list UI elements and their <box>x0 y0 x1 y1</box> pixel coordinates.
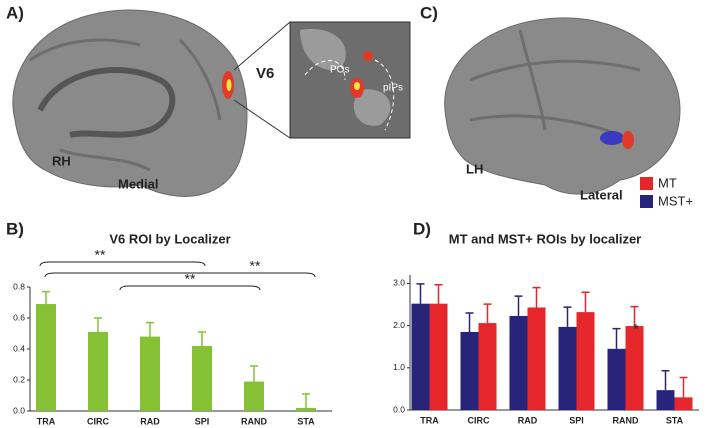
error-bar <box>532 286 541 308</box>
bar <box>674 397 693 410</box>
brain-medial <box>12 9 248 197</box>
bar <box>244 381 264 411</box>
y-tick-label: 1.0 <box>393 362 405 372</box>
x-tick-label: CIRC <box>468 415 490 425</box>
error-bar <box>250 365 258 382</box>
error-bar <box>198 331 206 346</box>
bar <box>192 345 212 411</box>
significance-bracket <box>44 272 316 278</box>
legend-label: MST+ <box>658 193 693 208</box>
significance-label: ** <box>250 258 261 274</box>
y-tick-label: 0.6 <box>13 312 25 322</box>
x-tick-label: RAND <box>241 416 267 426</box>
y-tick-label: 0.0 <box>393 404 405 414</box>
x-tick-label: RAD <box>518 415 538 425</box>
y-tick-label: 0.8 <box>13 281 25 291</box>
view-label: Lateral <box>580 187 623 202</box>
error-bar <box>42 290 50 305</box>
hemisphere-label: RH <box>52 153 71 168</box>
bar <box>36 304 56 411</box>
bar <box>656 390 675 410</box>
bar <box>296 407 316 411</box>
error-bar <box>465 312 474 332</box>
panel-label: A) <box>6 3 24 22</box>
error-bar <box>434 283 443 304</box>
bar <box>429 303 448 410</box>
bar <box>576 312 595 410</box>
inset-label: V6 <box>256 65 274 82</box>
error-bar <box>661 370 670 391</box>
bar <box>460 331 479 410</box>
panel-label: C) <box>420 3 438 22</box>
significance-label: ** <box>185 271 196 287</box>
significance-bracket <box>39 261 206 267</box>
bar <box>558 326 577 410</box>
significance-bracket <box>119 285 261 291</box>
region-label: POs <box>330 65 349 76</box>
y-tick-label: 0.4 <box>13 343 25 353</box>
bar <box>527 307 546 410</box>
region-label: pIPs <box>383 83 403 94</box>
x-tick-label: TRA <box>420 415 439 425</box>
error-bar <box>483 303 492 324</box>
y-tick-label: 0.2 <box>13 374 25 384</box>
bar <box>509 315 528 410</box>
error-bar <box>563 306 572 327</box>
bar <box>478 323 497 410</box>
y-tick-label: 0.0 <box>13 405 25 415</box>
significance-label: ** <box>95 247 106 263</box>
error-bar <box>514 295 523 316</box>
chart-title: V6 ROI by Localizer <box>109 231 230 246</box>
error-bar <box>94 317 102 332</box>
significance-label: * <box>633 321 639 337</box>
panel-label: D) <box>413 219 431 238</box>
bar <box>140 336 160 411</box>
legend-swatch <box>640 195 653 208</box>
x-tick-label: SPI <box>195 416 210 426</box>
error-bar <box>302 393 310 408</box>
chart-title: MT and MST+ ROIs by localizer <box>449 231 642 246</box>
brain-lateral <box>444 17 681 195</box>
x-tick-label: SPI <box>569 415 584 425</box>
error-bar <box>581 291 590 313</box>
x-tick-label: CIRC <box>87 416 109 426</box>
error-bar <box>630 305 639 327</box>
view-label: Medial <box>118 176 158 191</box>
y-tick-label: 2.0 <box>393 320 405 330</box>
bar <box>411 303 430 410</box>
x-tick-label: RAND <box>613 415 639 425</box>
x-tick-label: STA <box>666 415 684 425</box>
y-tick-label: 3.0 <box>393 278 405 288</box>
x-tick-label: STA <box>297 416 315 426</box>
legend-label: MT <box>658 175 677 190</box>
x-tick-label: TRA <box>37 416 56 426</box>
hemisphere-label: LH <box>466 161 483 176</box>
bar <box>625 326 644 410</box>
bar <box>88 331 108 411</box>
error-bar <box>416 283 425 304</box>
legend-swatch <box>640 177 653 190</box>
error-bar <box>612 327 621 349</box>
bar <box>607 348 626 410</box>
error-bar <box>146 321 154 337</box>
panel-label: B) <box>6 219 24 238</box>
x-tick-label: RAD <box>140 416 160 426</box>
error-bar <box>679 376 688 398</box>
